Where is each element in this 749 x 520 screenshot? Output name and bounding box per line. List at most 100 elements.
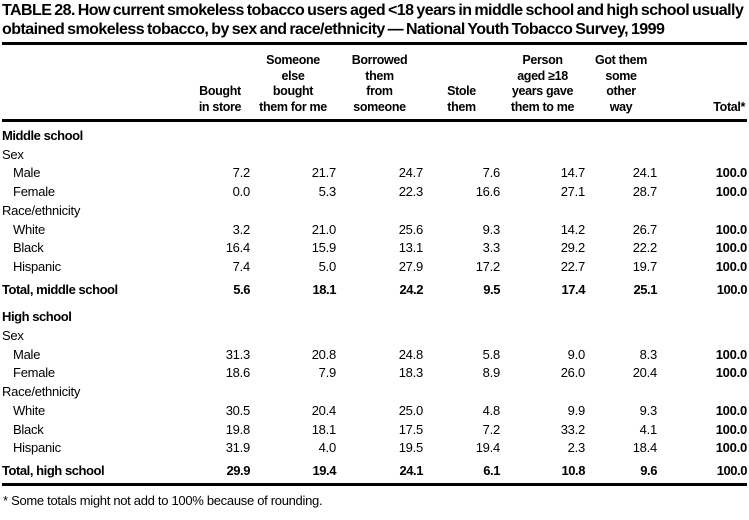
total-row-high-school: Total, high school 29.9 19.4 24.1 6.1 10… (2, 457, 747, 486)
cell-value: 0.0 (232, 184, 251, 200)
cell-value: 5.6 (233, 281, 250, 297)
cell-value: 4.8 (482, 402, 501, 418)
cell-total: 100.0 (716, 281, 748, 297)
group-label: Race/ethnicity (2, 384, 81, 400)
cell-value: 19.4 (250, 457, 336, 486)
row-label: Total, high school (2, 457, 190, 486)
cell-value: 25.0 (398, 402, 424, 418)
cell-value: 29.2 (560, 240, 586, 256)
cell-value: 25.6 (398, 221, 424, 237)
cell-total: 100.0 (715, 440, 748, 456)
cell-value: 25.1 (633, 281, 657, 297)
cell-value: 19.8 (225, 421, 251, 437)
column-header-bought-in-store: Bought in store (190, 43, 250, 122)
cell-value: 21.0 (311, 221, 337, 237)
cell-value: 27.9 (398, 258, 424, 274)
row-label: Black (13, 240, 44, 256)
cell-value: 17.5 (398, 421, 424, 437)
column-header-person-18-gave: Person aged ≥18 years gave them to me (500, 43, 585, 122)
cell-value: 18.1 (311, 421, 337, 437)
cell-value: 3.2 (232, 221, 251, 237)
cell-value: 20.4 (311, 402, 337, 418)
group-row-race-ethnicity: Race/ethnicity (2, 202, 747, 221)
cell-value: 33.2 (560, 421, 586, 437)
cell-value: 28.7 (632, 184, 658, 200)
cell-value: 18.1 (312, 281, 336, 297)
section-label: Middle school (2, 128, 83, 143)
cell-value: 7.9 (318, 365, 337, 381)
cell-value: 24.8 (398, 346, 424, 362)
cell-value: 4.1 (639, 421, 658, 437)
table-row-hs-female: Female 18.6 7.9 18.3 8.9 26.0 20.4 100.0 (2, 364, 747, 383)
row-label: Hispanic (13, 440, 61, 456)
table-title: TABLE 28. How current smokeless tobacco … (2, 2, 744, 38)
section-label: High school (2, 309, 72, 325)
cell-total: 100.0 (657, 457, 747, 486)
cell-value: 16.6 (475, 184, 501, 200)
cell-value: 26.0 (560, 365, 586, 381)
table-row-ms-black: Black 16.4 15.9 13.1 3.3 29.2 22.2 100.0 (2, 239, 747, 258)
group-row-sex: Sex (2, 146, 747, 165)
column-header-someone-else-bought: Someone else bought them for me (250, 43, 336, 122)
row-label: Male (13, 346, 41, 362)
cell-total: 100.0 (715, 346, 748, 362)
cell-value: 9.3 (482, 221, 501, 237)
cell-value: 14.2 (560, 221, 586, 237)
cell-value: 29.9 (190, 457, 250, 486)
table-header: Bought in store Someone else bought them… (2, 43, 747, 122)
smokeless-tobacco-table: Bought in store Someone else bought them… (2, 42, 747, 486)
cell-total: 100.0 (715, 221, 748, 237)
column-header-borrowed-from-someone: Borrowed them from someone (336, 43, 423, 122)
cell-value: 4.0 (318, 440, 337, 456)
cell-value: 19.4 (475, 440, 501, 456)
cell-value: 10.8 (500, 457, 585, 486)
footnote: * Some totals might not add to 100% beca… (3, 492, 323, 508)
table-row-hs-male: Male 31.3 20.8 24.8 5.8 9.0 8.3 100.0 (2, 346, 747, 365)
cell-value: 5.0 (318, 258, 337, 274)
cell-total: 100.0 (715, 421, 748, 437)
table-row-ms-male: Male 7.2 21.7 24.7 7.6 14.7 24.1 100.0 (2, 164, 747, 183)
row-label: White (13, 402, 45, 418)
column-header-total: Total* (657, 43, 747, 122)
table-row-ms-white: White 3.2 21.0 25.6 9.3 14.2 26.7 100.0 (2, 221, 747, 240)
cell-total: 100.0 (715, 258, 748, 274)
cell-value: 20.4 (632, 365, 658, 381)
cell-value: 26.7 (632, 221, 658, 237)
cell-value: 24.7 (398, 165, 424, 181)
cell-value: 7.2 (482, 421, 501, 437)
table-row-hs-white: White 30.5 20.4 25.0 4.8 9.9 9.3 100.0 (2, 402, 747, 421)
section-row-high-school: High school (2, 299, 747, 327)
cell-value: 13.1 (398, 240, 424, 256)
row-label: Female (13, 184, 55, 200)
group-row-race-ethnicity-hs: Race/ethnicity (2, 383, 747, 402)
cell-value: 22.7 (560, 258, 586, 274)
cell-value: 27.1 (560, 184, 586, 200)
row-label-header (2, 43, 190, 122)
row-label: Black (13, 421, 44, 437)
section-row-middle-school: Middle school (2, 121, 747, 146)
cell-value: 14.7 (560, 165, 586, 181)
cell-value: 9.9 (567, 402, 586, 418)
table-row-hs-hispanic: Hispanic 31.9 4.0 19.5 19.4 2.3 18.4 100… (2, 439, 747, 458)
column-header-got-other-way: Got them some other way (585, 43, 657, 122)
group-label: Sex (2, 328, 24, 344)
cell-value: 24.1 (632, 165, 658, 181)
cell-value: 2.3 (567, 440, 586, 456)
cell-value: 18.4 (632, 440, 658, 456)
row-label: Male (13, 165, 41, 181)
cell-value: 19.5 (398, 440, 424, 456)
cell-value: 8.3 (639, 346, 658, 362)
cell-value: 17.4 (561, 281, 585, 297)
cell-value: 24.2 (399, 281, 423, 297)
total-row-middle-school: Total, middle school 5.6 18.1 24.2 9.5 1… (2, 277, 747, 300)
header-row: Bought in store Someone else bought them… (2, 43, 747, 122)
cell-value: 9.6 (585, 457, 657, 486)
cell-value: 8.9 (482, 365, 501, 381)
cell-value: 31.9 (225, 440, 251, 456)
table-row-ms-female: Female 0.0 5.3 22.3 16.6 27.1 28.7 100.0 (2, 183, 747, 202)
cell-value: 19.7 (632, 258, 658, 274)
cell-value: 15.9 (311, 240, 337, 256)
cell-value: 7.2 (232, 165, 251, 181)
table-body: Middle school Sex Male 7.2 21.7 24.7 7.6… (2, 121, 748, 486)
